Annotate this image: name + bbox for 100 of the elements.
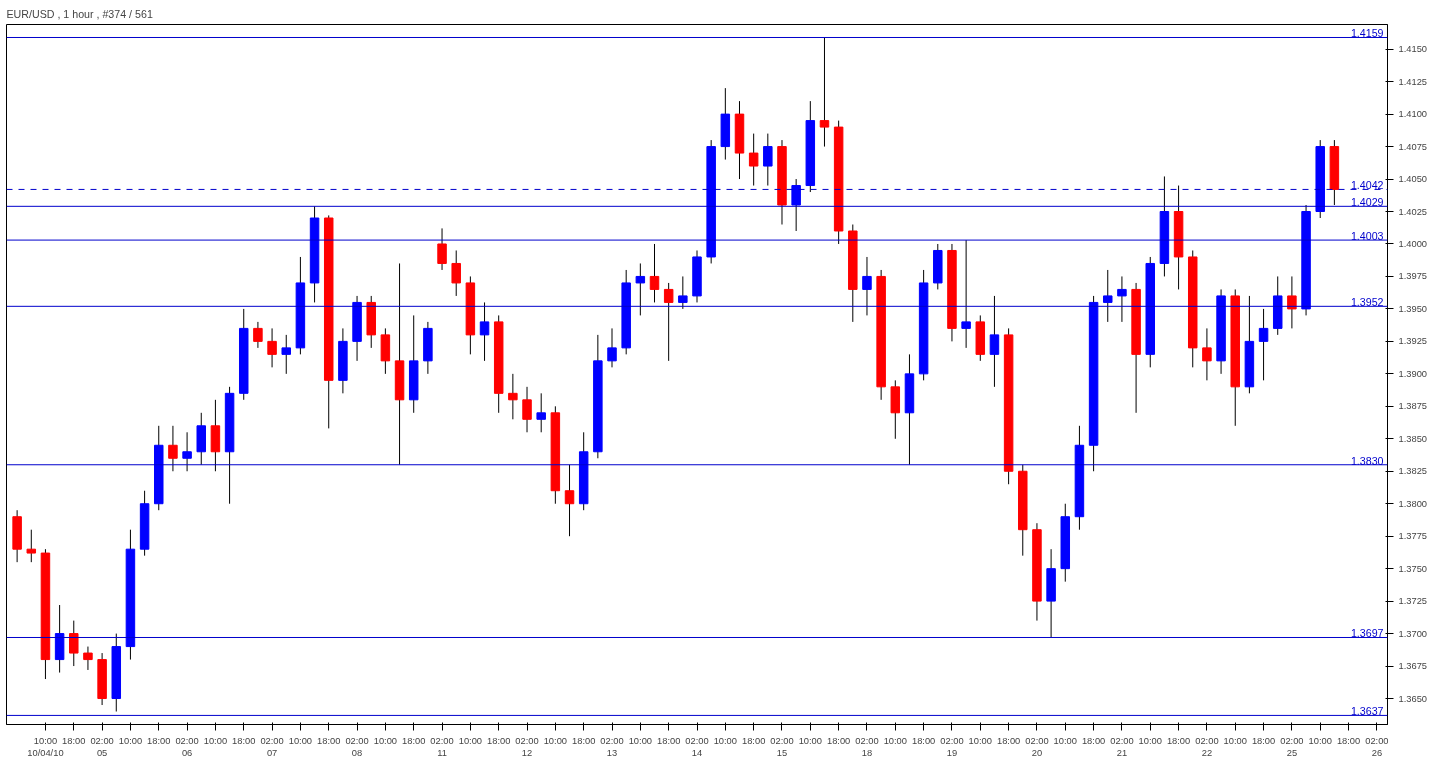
x-tick-label: 10:00: [883, 735, 907, 746]
y-tick-label: 1.3700: [1398, 628, 1428, 639]
x-tick-label: 02:00 19: [940, 735, 964, 758]
y-tick-label: 1.3800: [1398, 498, 1428, 509]
candlestick: [479, 301, 490, 362]
candlestick: [663, 282, 674, 362]
y-tick-label: 1.3975: [1398, 271, 1428, 282]
x-tick-label: 18:00: [147, 735, 171, 746]
candlestick: [862, 256, 872, 316]
candlestick: [678, 275, 688, 310]
y-tick-label: 1.4150: [1398, 44, 1428, 55]
x-tick-label: 18:00: [911, 735, 936, 746]
x-tick-label: 18:00: [657, 735, 681, 746]
ref-line-label: 1.3697: [1350, 627, 1384, 640]
x-tick-label: 02:00 21: [1110, 735, 1134, 758]
y-tick-label: 1.4025: [1398, 206, 1428, 217]
y-tick-label: 1.4125: [1398, 76, 1428, 87]
x-tick-label: 18:00: [232, 735, 256, 746]
candlestick: [281, 334, 291, 375]
x-tick-label: 10:00: [373, 735, 398, 746]
y-tick-label: 1.3775: [1398, 531, 1428, 542]
candlestick: [1202, 327, 1212, 381]
y-tick-label: 1.4000: [1398, 238, 1428, 249]
x-tick-label: 10:00: [458, 735, 483, 746]
candlestick: [607, 327, 617, 368]
y-tick-label: 1.4075: [1398, 141, 1428, 152]
y-tick-label: 1.4050: [1398, 174, 1428, 185]
ref-line-label: 1.3637: [1350, 705, 1384, 718]
candlestick: [564, 464, 575, 537]
x-tick-label: 10:00: [1138, 735, 1162, 746]
candlestick: [1117, 275, 1127, 323]
x-tick-label: 18:00: [1336, 735, 1361, 746]
x-tick-label: 10:00: [118, 735, 143, 746]
y-tick-label: 1.3850: [1398, 433, 1428, 444]
x-tick-label: 02:00 05: [90, 735, 114, 758]
x-tick-label: 02:00 25: [1280, 735, 1304, 758]
x-tick-label: 02:00 22: [1195, 735, 1219, 758]
y-tick-label: 1.3900: [1398, 368, 1428, 379]
candlestick: [635, 262, 646, 316]
candlestick: [437, 227, 447, 271]
x-tick-label: 10:00: [543, 735, 568, 746]
x-tick-label: 02:00 26: [1365, 735, 1389, 758]
x-tick-label: 10:00: [203, 735, 228, 746]
candlestick: [69, 620, 79, 667]
x-tick-label: 02:00 11: [430, 735, 454, 758]
x-tick-label: 10:00 10/04/10: [27, 735, 64, 758]
x-tick-label: 18:00: [572, 735, 596, 746]
candlestick: [1287, 275, 1297, 329]
y-tick-label: 1.3650: [1398, 693, 1428, 704]
ref-line-label: 1.3830: [1350, 454, 1384, 467]
x-tick-label: 02:00 07: [260, 735, 284, 758]
candlestick: [748, 133, 759, 187]
candlestick: [536, 392, 546, 433]
x-tick-label: 02:00 08: [345, 735, 369, 758]
x-tick-label: 02:00 20: [1025, 735, 1049, 758]
candlestick: [83, 646, 93, 671]
candlestick: [26, 529, 37, 563]
x-tick-label: 18:00: [487, 735, 511, 746]
x-tick-label: 02:00 15: [770, 735, 794, 758]
x-tick-label: 18:00: [826, 735, 851, 746]
chart-title: EUR/USD , 1 hour , #374 / 561: [6, 7, 153, 20]
candlestick: [267, 327, 277, 368]
x-tick-label: 02:00 06: [175, 735, 199, 758]
x-tick-label: 02:00 14: [685, 735, 709, 758]
y-tick-label: 1.3825: [1398, 466, 1428, 477]
x-tick-label: 10:00: [713, 735, 737, 746]
candlestick: [791, 178, 801, 232]
y-tick-label: 1.3750: [1398, 563, 1428, 574]
x-tick-label: 10:00: [1223, 735, 1247, 746]
x-tick-label: 10:00: [1308, 735, 1332, 746]
x-tick-label: 02:00 18: [855, 735, 879, 758]
x-tick-label: 10:00: [1053, 735, 1077, 746]
y-tick-label: 1.3725: [1398, 596, 1428, 607]
x-tick-label: 10:00: [288, 735, 313, 746]
x-tick-label: 18:00: [317, 735, 341, 746]
candlestick: [763, 133, 773, 187]
candlestick: [1103, 269, 1113, 323]
candlestick: [168, 425, 178, 472]
y-tick-label: 1.3875: [1398, 401, 1428, 412]
x-tick-label: 18:00: [1166, 735, 1191, 746]
x-tick-label: 18:00: [996, 735, 1021, 746]
y-tick-label: 1.3925: [1398, 336, 1428, 347]
candlestick: [961, 239, 971, 349]
x-tick-label: 18:00: [62, 735, 86, 746]
y-tick-label: 1.3950: [1398, 303, 1428, 314]
candlestick: [819, 36, 830, 148]
x-tick-label: 02:00 13: [600, 735, 624, 758]
y-tick-label: 1.4100: [1398, 109, 1428, 120]
x-tick-label: 18:00: [741, 735, 766, 746]
candlestick: [649, 243, 660, 303]
candlestick: [451, 249, 461, 297]
x-tick-label: 10:00: [968, 735, 992, 746]
x-tick-label: 02:00 12: [515, 735, 539, 758]
x-tick-label: 18:00: [1251, 735, 1276, 746]
candlestick: [989, 295, 1000, 388]
candlestick: [522, 386, 532, 433]
candlestick: [1258, 308, 1269, 381]
x-tick-label: 10:00: [628, 735, 653, 746]
ref-line-label: 1.4159: [1350, 27, 1384, 40]
x-tick-label: 18:00: [402, 735, 426, 746]
